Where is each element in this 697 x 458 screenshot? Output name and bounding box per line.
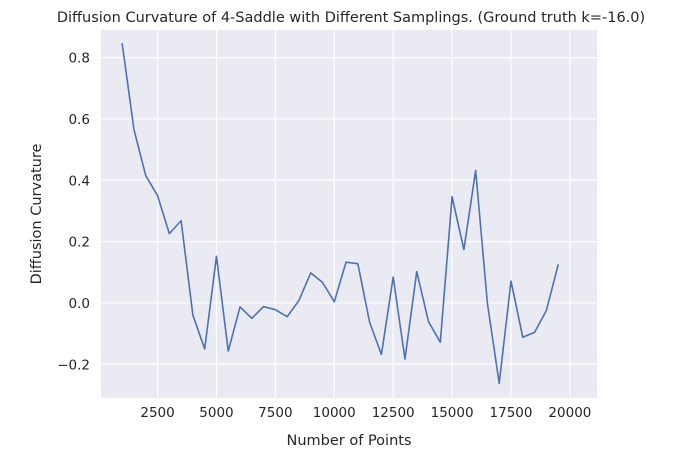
x-tick-labels: 2500 5000 7500 10000 12500 15000 17500 20000 [140,405,591,421]
x-tick-label: 5000 [199,405,233,421]
x-axis-label: Number of Points [287,433,412,449]
x-tick-label: 20000 [548,405,591,421]
chart-title: Diffusion Curvature of 4-Saddle with Dif… [57,10,645,26]
series-layer [121,42,559,385]
y-tick-label: 0.4 [69,173,90,189]
plot-area [101,30,597,398]
x-tick-label: 17500 [490,405,533,421]
y-tick-label: 0.6 [69,112,90,128]
y-axis-label: Diffusion Curvature [29,144,45,285]
grid-lines [101,30,597,398]
x-tick-label: 2500 [140,405,174,421]
y-tick-label: −0.2 [57,357,90,373]
series-line [121,42,559,385]
y-tick-label: 0.2 [69,235,90,251]
x-tick-label: 10000 [313,405,356,421]
x-tick-label: 7500 [258,405,292,421]
y-tick-labels: −0.2 0.0 0.2 0.4 0.6 0.8 [57,51,90,374]
y-tick-label: 0.8 [69,51,90,67]
x-tick-label: 12500 [372,405,415,421]
x-tick-label: 15000 [431,405,474,421]
y-tick-label: 0.0 [69,296,90,312]
